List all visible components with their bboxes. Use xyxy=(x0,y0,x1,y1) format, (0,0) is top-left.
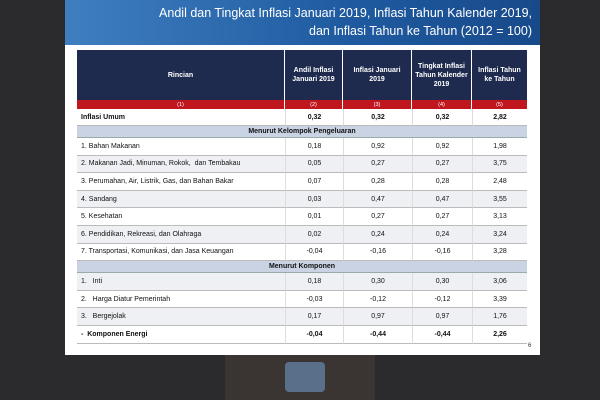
title-line: Andil dan Tingkat Inflasi Januari 2019, … xyxy=(159,6,532,20)
value-cell: 0,47 xyxy=(412,190,472,209)
value-cell: -0,04 xyxy=(285,326,343,344)
value-cell: 0,97 xyxy=(343,308,412,326)
value-cell: 2,48 xyxy=(472,173,527,191)
value-cell: 0,92 xyxy=(412,138,472,156)
value-cell: 0,27 xyxy=(343,208,412,226)
value-cell: 2,82 xyxy=(472,109,527,126)
row-label: 2. Makanan Jadi, Minuman, Rokok, dan Tem… xyxy=(77,155,285,174)
value-cell: 3,75 xyxy=(472,155,527,174)
section-header: Menurut Kelompok Pengeluaran xyxy=(77,126,527,138)
column-number: (3) xyxy=(343,100,412,109)
value-cell: -0,44 xyxy=(343,326,412,344)
value-cell: 1,98 xyxy=(472,138,527,156)
value-cell: 3,39 xyxy=(472,290,527,309)
column-number: (1) xyxy=(77,100,285,109)
value-cell: 0,17 xyxy=(285,308,343,326)
header-cell: Inflasi Tahun ke Tahun xyxy=(472,50,527,100)
value-cell: 0,47 xyxy=(343,190,412,209)
stage-logo xyxy=(285,362,325,392)
column-number: (5) xyxy=(472,100,527,109)
value-cell: 0,07 xyxy=(285,173,343,191)
value-cell: 3,55 xyxy=(472,190,527,209)
title-banner xyxy=(65,0,540,45)
row-label: 7. Transportasi, Komunikasi, dan Jasa Ke… xyxy=(77,243,285,262)
value-cell: 0,30 xyxy=(343,273,412,291)
value-cell: 0,03 xyxy=(285,190,343,209)
value-cell: 0,18 xyxy=(285,138,343,156)
value-cell: 0,18 xyxy=(285,273,343,291)
value-cell: 0,24 xyxy=(412,226,472,244)
row-label: 4. Sandang xyxy=(77,190,285,209)
value-cell: 3,06 xyxy=(472,273,527,291)
value-cell: 0,32 xyxy=(343,109,412,126)
row-label: 3. Bergejolak xyxy=(77,308,285,326)
value-cell: 0,97 xyxy=(412,308,472,326)
value-cell: 0,92 xyxy=(343,138,412,156)
page-number: 6 xyxy=(528,343,532,349)
value-cell: 3,28 xyxy=(472,243,527,262)
value-cell: 0,27 xyxy=(343,155,412,174)
column-number: (4) xyxy=(412,100,472,109)
row-label: 5. Kesehatan xyxy=(77,208,285,226)
column-number: (2) xyxy=(285,100,343,109)
row-label: - Komponen Energi xyxy=(77,326,285,344)
value-cell: -0,03 xyxy=(285,290,343,309)
value-cell: 0,32 xyxy=(412,109,472,126)
value-cell: 0,27 xyxy=(412,155,472,174)
value-cell: 3,24 xyxy=(472,226,527,244)
value-cell: -0,04 xyxy=(285,243,343,262)
row-label: 6. Pendidikan, Rekreasi, dan Olahraga xyxy=(77,226,285,244)
value-cell: 0,05 xyxy=(285,155,343,174)
value-cell: -0,12 xyxy=(412,290,472,309)
value-cell: 2,26 xyxy=(472,326,527,344)
row-label: 1. Inti xyxy=(77,273,285,291)
row-label: 3. Perumahan, Air, Listrik, Gas, dan Bah… xyxy=(77,173,285,191)
value-cell: 0,27 xyxy=(412,208,472,226)
value-cell: 0,32 xyxy=(285,109,343,126)
value-cell: 0,01 xyxy=(285,208,343,226)
row-label: Inflasi Umum xyxy=(77,109,285,126)
value-cell: 0,02 xyxy=(285,226,343,244)
header-cell: Rincian xyxy=(77,50,285,100)
value-cell: -0,12 xyxy=(343,290,412,309)
value-cell: 0,30 xyxy=(412,273,472,291)
header-cell: Andil Inflasi Januari 2019 xyxy=(285,50,343,100)
value-cell: 0,28 xyxy=(343,173,412,191)
title-line: dan Inflasi Tahun ke Tahun (2012 = 100) xyxy=(309,24,532,38)
value-cell: -0,16 xyxy=(343,243,412,262)
value-cell: 1,76 xyxy=(472,308,527,326)
value-cell: 3,13 xyxy=(472,208,527,226)
section-header: Menurut Komponen xyxy=(77,261,527,274)
value-cell: 0,28 xyxy=(412,173,472,191)
value-cell: 0,24 xyxy=(343,226,412,244)
value-cell: -0,44 xyxy=(412,326,472,344)
row-label: 1. Bahan Makanan xyxy=(77,138,285,156)
header-cell: Inflasi Januari 2019 xyxy=(343,50,412,100)
header-cell: Tingkat Inflasi Tahun Kalender 2019 xyxy=(412,50,472,100)
value-cell: -0,16 xyxy=(412,243,472,262)
slide-title: Andil dan Tingkat Inflasi Januari 2019, … xyxy=(120,4,532,40)
row-label: 2. Harga Diatur Pemerintah xyxy=(77,290,285,309)
